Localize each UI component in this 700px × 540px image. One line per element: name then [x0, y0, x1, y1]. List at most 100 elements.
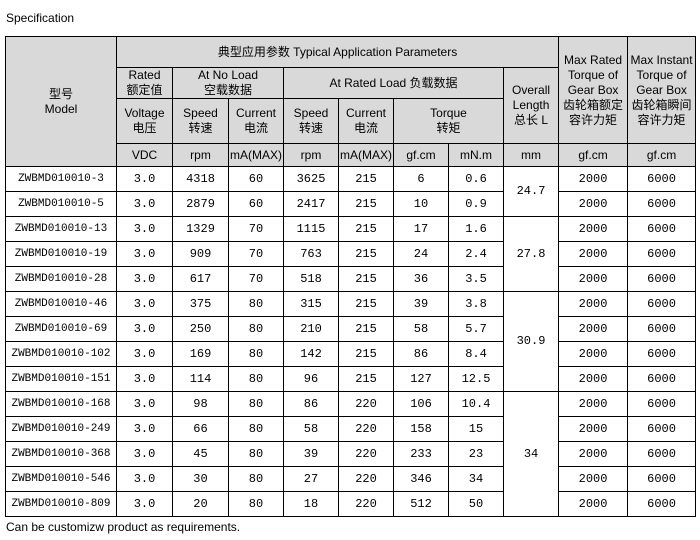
model-cell: ZWBMD010010-809 — [5, 491, 117, 517]
max-instant-header: Max Instant Torque of Gear Box 齿轮箱瞬间 容许力矩 — [627, 36, 697, 144]
value-cell: 3625 — [283, 166, 339, 192]
value-cell: 3.0 — [116, 191, 173, 217]
value-cell: 3.0 — [116, 316, 173, 342]
value-cell: 80 — [228, 466, 284, 492]
value-cell: 215 — [338, 216, 394, 242]
value-cell: 1329 — [172, 216, 229, 242]
table-row: ZWBMD010010-249 3.0 66 80 58 220 158 15 2000 6000 — [5, 416, 697, 442]
model-cell: ZWBMD010010-151 — [5, 366, 117, 392]
table-row: ZWBMD010010-368 3.0 45 80 39 220 233 23 2000 6000 — [5, 441, 697, 467]
value-cell: 215 — [338, 341, 394, 367]
value-cell: 20 — [172, 491, 229, 517]
value-cell: 3.0 — [116, 491, 173, 517]
value-cell: 3.0 — [116, 266, 173, 292]
value-cell: 3.0 — [116, 391, 173, 417]
value-cell: 169 — [172, 341, 229, 367]
value-cell: 80 — [228, 441, 284, 467]
value-cell: 6000 — [627, 241, 697, 267]
value-cell: 6000 — [627, 466, 697, 492]
typical-header: 典型应用参数 Typical Application Parameters — [115, 36, 560, 68]
value-cell: 2000 — [558, 266, 629, 292]
model-cell: ZWBMD010010-3 — [5, 166, 117, 192]
value-cell: 34 — [448, 466, 504, 492]
value-cell: 96 — [283, 366, 339, 392]
value-cell: 215 — [338, 166, 394, 192]
value-cell: 215 — [338, 366, 394, 392]
value-cell: 6000 — [627, 366, 697, 392]
noload-current-header: Current 电流 — [228, 98, 284, 144]
rated-header: Rated 额定值 — [116, 67, 173, 99]
unit: rpm — [172, 143, 229, 167]
value-cell: 6000 — [627, 216, 697, 242]
model-cell: ZWBMD010010-69 — [5, 316, 117, 342]
model-cell: ZWBMD010010-19 — [5, 241, 117, 267]
value-cell: 1.6 — [448, 216, 504, 242]
value-cell: 39 — [283, 441, 339, 467]
unit: mm — [502, 143, 560, 167]
value-cell: 60 — [228, 191, 284, 217]
value-cell: 10.4 — [448, 391, 504, 417]
table-row: ZWBMD010010-151 3.0 114 80 96 215 127 12.5 2000 6… — [5, 366, 697, 392]
value-cell: 2000 — [558, 191, 629, 217]
unit: mA(MAX) — [338, 143, 394, 167]
model-cell: ZWBMD010010-546 — [5, 466, 117, 492]
value-cell: 6000 — [627, 341, 697, 367]
value-cell: 375 — [172, 291, 229, 317]
no-load-header: At No Load 空载数据 — [172, 67, 284, 99]
value-cell: 27 — [283, 466, 339, 492]
unit: mA(MAX) — [228, 143, 284, 167]
value-cell: 3.0 — [116, 441, 173, 467]
table-row: ZWBMD010010-809 3.0 20 80 18 220 512 50 2000 6000 — [5, 491, 697, 517]
value-cell: 2000 — [558, 466, 629, 492]
unit: VDC — [116, 143, 173, 167]
value-cell: 3.0 — [116, 291, 173, 317]
unit: mN.m — [448, 143, 504, 167]
value-cell: 6000 — [627, 491, 697, 517]
value-cell: 2879 — [172, 191, 229, 217]
torque-header: Torque 转矩 — [393, 98, 504, 144]
table-row: ZWBMD010010-13 3.0 1329 70 1115 215 17 1.6 27.8 2… — [5, 216, 697, 292]
value-cell: 80 — [228, 491, 284, 517]
value-cell: 3.0 — [116, 166, 173, 192]
value-cell: 233 — [393, 441, 449, 467]
model-cell: ZWBMD010010-102 — [5, 341, 117, 367]
overall-length-header: Overall Length 总长 L — [502, 67, 560, 144]
value-cell: 6000 — [627, 416, 697, 442]
model-cell: ZWBMD010010-168 — [5, 391, 117, 417]
value-cell: 2000 — [558, 241, 629, 267]
value-cell: 5.7 — [448, 316, 504, 342]
section-title: Specification — [6, 11, 75, 25]
model-cell: ZWBMD010010-13 — [5, 216, 117, 242]
table-row: ZWBMD010010-3 3.0 4318 60 3625 215 6 0.6 24.7 200… — [5, 166, 697, 217]
value-cell: 250 — [172, 316, 229, 342]
value-cell: 18 — [283, 491, 339, 517]
model-cell: ZWBMD010010-249 — [5, 416, 117, 442]
value-cell: 220 — [338, 491, 394, 517]
value-cell: 0.9 — [448, 191, 504, 217]
value-cell: 2.4 — [448, 241, 504, 267]
model-cell: ZWBMD010010-5 — [5, 191, 117, 217]
value-cell: 6 — [393, 166, 449, 192]
value-cell: 36 — [393, 266, 449, 292]
value-cell: 2000 — [558, 366, 629, 392]
value-cell: 4318 — [172, 166, 229, 192]
table-row: ZWBMD010010-28 3.0 617 70 518 215 36 3.5 2000 600… — [5, 266, 697, 292]
voltage-header: Voltage 电压 — [116, 98, 173, 144]
value-cell: 80 — [228, 391, 284, 417]
model-cell: ZWBMD010010-28 — [5, 266, 117, 292]
value-cell: 86 — [283, 391, 339, 417]
value-cell: 24 — [393, 241, 449, 267]
value-cell: 215 — [338, 291, 394, 317]
value-cell: 2000 — [558, 416, 629, 442]
unit: gf.cm — [627, 143, 697, 167]
model-header: 型号 Model — [5, 36, 117, 167]
load-speed-header: Speed 转速 — [283, 98, 339, 144]
value-cell: 2000 — [558, 166, 629, 192]
value-cell: 220 — [338, 466, 394, 492]
value-cell: 512 — [393, 491, 449, 517]
footer-note: Can be customizw product as requirements… — [6, 520, 241, 534]
value-cell: 3.0 — [116, 466, 173, 492]
value-cell: 2000 — [558, 391, 629, 417]
value-cell: 3.5 — [448, 266, 504, 292]
value-cell: 80 — [228, 291, 284, 317]
